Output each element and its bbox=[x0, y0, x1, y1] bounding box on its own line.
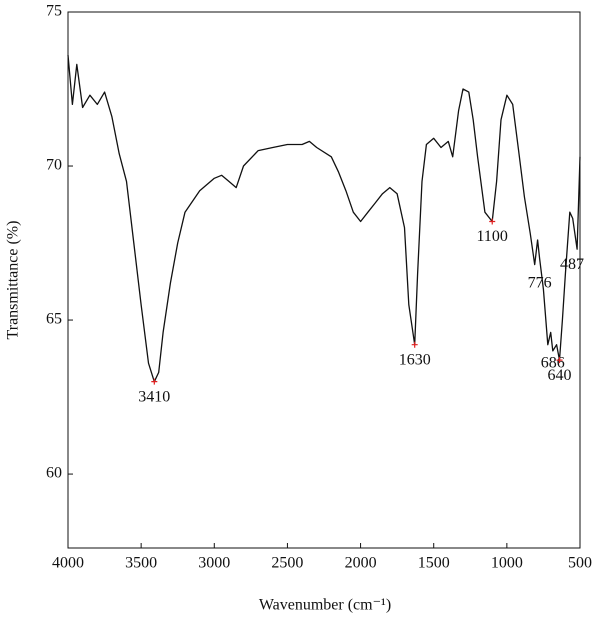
peak-label: 686 bbox=[541, 354, 565, 371]
x-tick-label: 1500 bbox=[418, 555, 450, 572]
y-axis-label: Transmittance (%) bbox=[5, 221, 22, 340]
spectrum-line bbox=[67, 55, 581, 383]
peak-label: 3410 bbox=[138, 388, 170, 405]
y-tick-label: 70 bbox=[46, 157, 62, 174]
peak-marker bbox=[151, 378, 158, 385]
x-axis-label: Wavenumber (cm⁻¹) bbox=[259, 597, 391, 614]
x-tick-label: 3000 bbox=[198, 555, 230, 572]
y-tick-label: 75 bbox=[46, 3, 62, 20]
peak-label: 640 bbox=[548, 367, 572, 384]
y-tick-label: 60 bbox=[46, 465, 62, 482]
x-tick-label: 1000 bbox=[491, 555, 523, 572]
y-tick-label: 65 bbox=[46, 311, 62, 328]
peak-label: 776 bbox=[528, 274, 552, 291]
x-tick-label: 4000 bbox=[52, 555, 84, 572]
x-tick-label: 2500 bbox=[271, 555, 303, 572]
x-tick-label: 500 bbox=[568, 555, 592, 572]
peak-label: 1100 bbox=[477, 228, 508, 245]
x-tick-label: 3500 bbox=[125, 555, 157, 572]
peak-marker bbox=[556, 357, 563, 364]
plot-frame bbox=[67, 11, 581, 549]
peak-marker bbox=[411, 341, 418, 348]
peak-label: 487 bbox=[560, 256, 584, 273]
x-tick-label: 2000 bbox=[345, 555, 377, 572]
peak-label: 1630 bbox=[399, 351, 431, 368]
peak-marker bbox=[489, 218, 496, 225]
